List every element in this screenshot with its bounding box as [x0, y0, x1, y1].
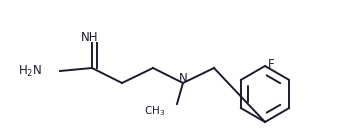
Text: CH$_3$: CH$_3$: [144, 104, 165, 118]
Text: N: N: [179, 72, 187, 85]
Text: F: F: [268, 58, 275, 72]
Text: NH: NH: [81, 31, 99, 44]
Text: H$_2$N: H$_2$N: [18, 64, 42, 79]
